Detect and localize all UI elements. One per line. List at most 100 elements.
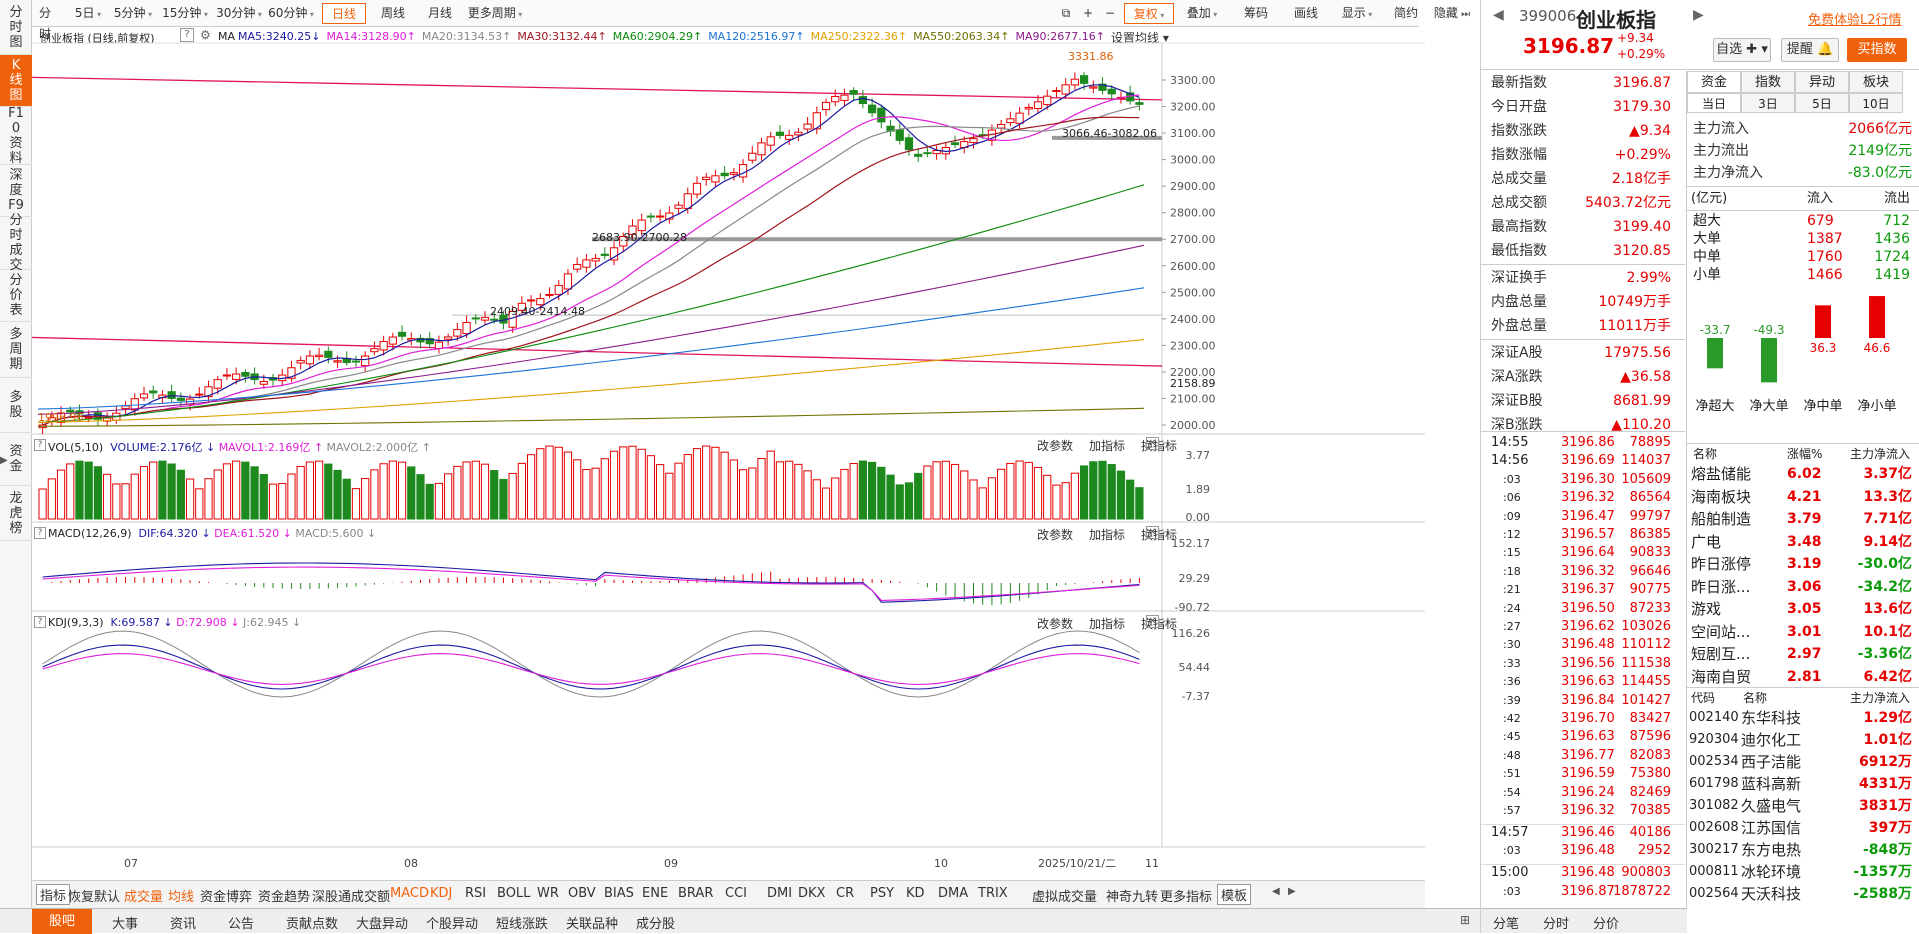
tick-tab-2[interactable]: 分价 xyxy=(1593,917,1620,932)
indicator-tab-13[interactable]: BIAS xyxy=(604,886,634,901)
fund-sub-tab-0[interactable]: 当日 xyxy=(1687,93,1741,113)
toolbar-1[interactable]: 叠加 ▾ xyxy=(1186,6,1218,20)
sector-row[interactable]: 海南板块 4.21 13.3亿 xyxy=(1691,487,1912,506)
toolbar-0[interactable]: 复权 ▾ xyxy=(1124,3,1174,24)
left-tab-2[interactable]: F10资料 xyxy=(0,106,32,166)
period-tab-8[interactable]: 月线 xyxy=(427,6,452,20)
panel-btn-0-0[interactable]: 改参数 xyxy=(1037,439,1074,453)
panel-btn-2-0[interactable]: 改参数 xyxy=(1037,617,1074,631)
footer-tab-1[interactable]: 大事 xyxy=(112,917,139,932)
period-tab-2[interactable]: 5分钟 ▾ xyxy=(113,6,153,20)
left-tab-8[interactable]: 资金 xyxy=(0,433,32,486)
indicator-tab-14[interactable]: ENE xyxy=(642,886,669,901)
sector-row[interactable]: 游戏 3.05 13.6亿 xyxy=(1691,600,1912,618)
buy-index-button[interactable]: 买指数 xyxy=(1847,38,1907,62)
stock-row[interactable]: 002608 江苏国信 397万 xyxy=(1689,819,1912,837)
indicator-tab-3[interactable]: 均线 xyxy=(168,890,195,905)
sector-row[interactable]: 海南自贸 2.81 6.42亿 xyxy=(1691,667,1912,686)
left-tab-4[interactable]: 分时成交 xyxy=(0,213,32,273)
indicator-tab-6[interactable]: 深股通成交额 xyxy=(312,890,391,905)
left-tab-5[interactable]: 分价表 xyxy=(0,270,32,322)
indicator-tab-27[interactable]: 模板 xyxy=(1217,884,1252,905)
stock-row[interactable]: 000811 冰轮环境 -1357万 xyxy=(1689,863,1912,881)
indicator-tab-21[interactable]: KD xyxy=(906,886,925,901)
indicator-tab-7[interactable]: MACD xyxy=(390,886,429,901)
help-icon[interactable]: ? xyxy=(180,28,194,42)
indicator-tab-19[interactable]: CR xyxy=(836,886,855,901)
close-icon[interactable]: ✕ xyxy=(1146,615,1159,628)
help-icon[interactable]: ? xyxy=(34,616,46,628)
left-tab-0[interactable]: 分时图 xyxy=(0,0,32,55)
indicator-tab-22[interactable]: DMA xyxy=(938,886,969,901)
prev-arrow-icon[interactable]: ◀ xyxy=(1493,7,1504,23)
fund-tab-3[interactable]: 板块 xyxy=(1849,71,1903,93)
sector-row[interactable]: 空间站... 3.01 10.1亿 xyxy=(1691,622,1912,641)
indicator-tab-0[interactable]: 指标 xyxy=(36,884,71,905)
indicator-tab-23[interactable]: TRIX xyxy=(978,886,1008,901)
indicator-tab-5[interactable]: 资金趋势 xyxy=(258,890,311,905)
left-tab-7[interactable]: 多股 xyxy=(0,378,32,433)
stock-row[interactable]: 002564 天沃科技 -2588万 xyxy=(1689,885,1912,903)
toolbar-3[interactable]: 画线 xyxy=(1293,6,1318,20)
indicator-tab-11[interactable]: WR xyxy=(537,886,559,901)
sector-row[interactable]: 广电 3.48 9.14亿 xyxy=(1691,532,1912,551)
period-tab-3[interactable]: 15分钟 ▾ xyxy=(162,6,208,20)
indicator-tab-4[interactable]: 资金博弈 xyxy=(200,890,253,905)
panel-btn-1-1[interactable]: 加指标 xyxy=(1089,528,1126,542)
next-arrow-icon[interactable]: ▶ xyxy=(1693,7,1704,23)
left-tab-9[interactable]: 龙虎榜 xyxy=(0,486,32,541)
fund-sub-tab-2[interactable]: 5日 xyxy=(1795,93,1849,113)
help-icon[interactable]: ? xyxy=(34,439,46,451)
period-tab-7[interactable]: 周线 xyxy=(380,6,405,20)
sector-row[interactable]: 昨日涨停 3.19 -30.0亿 xyxy=(1691,555,1912,573)
fund-tab-1[interactable]: 指数 xyxy=(1741,71,1795,93)
sector-row[interactable]: 昨日涨... 3.06 -34.2亿 xyxy=(1691,577,1912,596)
fund-sub-tab-3[interactable]: 10日 xyxy=(1849,93,1903,113)
close-icon[interactable]: ✕ xyxy=(1146,526,1159,539)
indicator-tab-24[interactable]: 虚拟成交量 xyxy=(1032,890,1098,905)
stock-row[interactable]: 920304 迪尔化工 1.01亿 xyxy=(1689,731,1912,749)
minus-icon[interactable]: − xyxy=(1104,6,1116,20)
copy-icon[interactable]: ⧉ xyxy=(1061,6,1071,20)
indicator-tab-18[interactable]: DKX xyxy=(798,886,826,901)
tick-tab-0[interactable]: 分笔 xyxy=(1493,917,1520,932)
period-tab-0[interactable]: 分时 xyxy=(38,6,51,41)
footer-tab-8[interactable]: 关联品种 xyxy=(566,917,619,932)
indicator-tab-10[interactable]: BOLL xyxy=(497,886,531,901)
footer-tab-0[interactable]: 股吧 xyxy=(32,909,92,934)
l2-trial-link[interactable]: 免费体验L2行情 xyxy=(1808,13,1902,28)
tick-tab-1[interactable]: 分时 xyxy=(1543,917,1570,932)
indicator-tab-17[interactable]: DMI xyxy=(767,886,793,901)
toolbar-5[interactable]: 简约 xyxy=(1393,6,1418,20)
indicator-tab-26[interactable]: 更多指标 xyxy=(1160,890,1213,905)
add-watchlist-button[interactable]: 自选 ✚ ▾ xyxy=(1713,38,1771,62)
stock-row[interactable]: 300217 东方电热 -848万 xyxy=(1689,841,1912,859)
alert-button[interactable]: 提醒 🔔 xyxy=(1781,38,1839,62)
indicator-tab-1[interactable]: 恢复默认 xyxy=(68,890,121,905)
left-tab-1[interactable]: K线图 xyxy=(0,55,32,107)
indicator-tab-8[interactable]: KDJ xyxy=(430,886,453,901)
period-tab-9[interactable]: 更多周期 ▾ xyxy=(467,6,523,20)
scroll-right-icon[interactable]: ▶ xyxy=(1288,886,1296,897)
period-tab-6[interactable]: 日线 xyxy=(322,3,366,24)
footer-tab-9[interactable]: 成分股 xyxy=(636,917,676,932)
collapse-arrow-icon[interactable]: ▶ xyxy=(0,455,8,466)
stock-row[interactable]: 002140 东华科技 1.29亿 xyxy=(1689,709,1912,727)
sector-row[interactable]: 熔盐储能 6.02 3.37亿 xyxy=(1691,465,1912,483)
footer-tab-3[interactable]: 公告 xyxy=(228,917,255,932)
scroll-left-icon[interactable]: ◀ xyxy=(1272,886,1280,897)
footer-tab-7[interactable]: 短线涨跌 xyxy=(496,917,549,932)
sector-row[interactable]: 船舶制造 3.79 7.71亿 xyxy=(1691,510,1912,528)
indicator-tab-12[interactable]: OBV xyxy=(568,886,596,901)
panel-btn-1-0[interactable]: 改参数 xyxy=(1037,528,1074,542)
chart-area[interactable]: 创业板指 (日线,前复权) ? ⚙ MA MA5:3240.25↓ MA14:31… xyxy=(32,27,1425,880)
add-icon[interactable]: + xyxy=(1082,6,1094,20)
period-tab-1[interactable]: 5日 ▾ xyxy=(74,6,102,20)
panel-btn-0-1[interactable]: 加指标 xyxy=(1089,439,1126,453)
footer-tab-4[interactable]: 贡献点数 xyxy=(286,917,339,932)
indicator-tab-20[interactable]: PSY xyxy=(870,886,895,901)
footer-tab-5[interactable]: 大盘异动 xyxy=(356,917,409,932)
left-tab-6[interactable]: 多周期 xyxy=(0,322,32,378)
left-tab-3[interactable]: 深度F9 xyxy=(0,165,32,217)
footer-tab-6[interactable]: 个股异动 xyxy=(426,917,479,932)
